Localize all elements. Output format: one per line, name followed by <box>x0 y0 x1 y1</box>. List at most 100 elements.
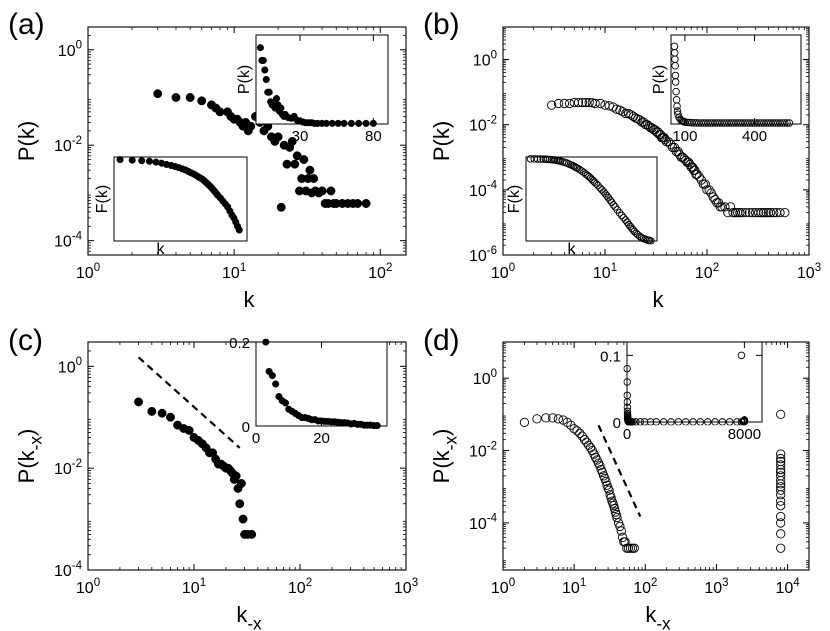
panel-d-point <box>776 485 786 495</box>
inset-b-inset-bottom-point <box>541 155 550 163</box>
panel-b-point <box>720 202 730 212</box>
inset-d-inset-y-tick-label: 0.1 <box>600 348 621 365</box>
panel-d-y-tick-label: 10-4 <box>469 513 498 533</box>
panel-a-point <box>353 199 363 208</box>
inset-a-inset-top-point <box>362 119 370 127</box>
panel-c-point <box>238 514 248 524</box>
inset-d-inset-point <box>696 418 705 426</box>
panel-c-point <box>166 412 175 422</box>
panel-d-series <box>519 409 786 553</box>
panel-b-y-tick-label: 10-6 <box>469 245 497 265</box>
inset-b-inset-bottom-point <box>576 165 584 174</box>
inset-d-inset-point <box>636 418 644 426</box>
inset-b-inset-top-ylabel: P(k) <box>651 65 668 94</box>
panel-c-fit-line <box>137 356 241 449</box>
panel-d-point <box>590 452 601 462</box>
panel-d-point <box>593 458 604 468</box>
panel-c-x-tick-label: 102 <box>288 577 312 597</box>
panel-b-point <box>590 98 600 109</box>
panel-b-point <box>728 207 738 218</box>
inset-c-inset-point <box>272 380 280 388</box>
panel-d-fit-line <box>597 424 642 518</box>
panel-b-x-tick-label: 100 <box>491 262 515 282</box>
panel-b-point <box>581 97 591 108</box>
panel-a-y-tick-label: 10-4 <box>54 230 83 250</box>
inset-c-inset-point <box>373 422 381 430</box>
panel-b-point <box>704 185 714 195</box>
panel-b-ylabel: P(k) <box>429 121 454 161</box>
panel-b-point <box>660 134 670 145</box>
inset-b-inset-bottom-axes <box>525 156 658 242</box>
inset-d-inset-x-tick-label: 0 <box>623 426 631 443</box>
panel-d-point <box>776 453 786 464</box>
panel-c-y-tick-label: 10-4 <box>54 560 83 580</box>
panel-d-point <box>541 413 551 423</box>
inset-b-inset-top-point <box>673 102 681 110</box>
panel-b-point <box>577 97 588 108</box>
panel-d-point <box>548 413 558 423</box>
panel-c-point <box>236 479 246 488</box>
panel-c-point <box>247 529 257 539</box>
panel-d-label: (d) <box>423 324 460 357</box>
inset-b-inset-top-frame <box>670 34 802 125</box>
panel-b-point <box>723 207 733 218</box>
inset-b-inset-bottom-frame <box>525 156 658 242</box>
panel-d-point <box>776 529 786 539</box>
panel-c-y-tick-label: 100 <box>58 356 82 376</box>
panel-d-point <box>572 426 582 436</box>
inset-a-inset-top-point <box>347 119 355 127</box>
panel-d-point <box>553 414 564 424</box>
panel-b-point <box>553 98 564 109</box>
inset-b-inset-top-point <box>674 110 682 119</box>
inset-a-inset-top-point <box>369 119 377 127</box>
panel-c-label: (c) <box>8 324 43 357</box>
inset-c-inset-point <box>268 372 276 380</box>
inset-a-inset-top-point <box>272 95 281 103</box>
panel-d-point <box>776 460 786 470</box>
inset-c-inset-series <box>262 338 381 430</box>
panel-c-point <box>134 397 144 407</box>
inset-a-inset-top-series <box>256 44 377 127</box>
panel-d-point <box>604 485 614 495</box>
panel-d-point <box>776 511 786 522</box>
panel-a-point <box>287 136 297 146</box>
panel-d-point <box>612 512 622 523</box>
panel-b-point <box>618 107 628 117</box>
panel-c-x-tick-label: 100 <box>76 577 100 597</box>
panel-a-point <box>305 165 315 175</box>
inset-c-inset-point <box>281 399 290 407</box>
inset-a-inset-bottom-ylabel: F(k) <box>94 185 111 213</box>
panel-d-point <box>575 428 585 438</box>
panel-b-point <box>595 98 605 109</box>
inset-d-inset-point <box>725 418 734 426</box>
panel-a-xlabel: k <box>244 287 256 312</box>
panel-d-point <box>776 449 786 459</box>
inset-b-inset-bottom-point <box>647 237 655 245</box>
panel-c-point <box>157 408 167 418</box>
inset-d-inset-x-tick-label: 8000 <box>728 426 761 443</box>
inset-a-inset-bottom-point <box>128 156 136 164</box>
panel-b-point <box>623 108 634 119</box>
inset-a-inset-top-point <box>261 66 269 74</box>
inset-d-inset-point <box>681 418 690 426</box>
panel-b-point <box>584 97 594 108</box>
panel-a-x-tick-label: 100 <box>76 262 100 282</box>
panel-a-point <box>317 186 327 196</box>
inset-b-inset-bottom-series <box>526 155 655 245</box>
panel-b-point <box>775 207 785 218</box>
inset-a-inset-top-ylabel: P(k) <box>236 65 253 94</box>
inset-b-inset-top-point <box>781 119 789 127</box>
panel-d-point <box>519 417 530 428</box>
inset-b-inset-top-x-tick-label: 400 <box>742 128 767 145</box>
inset-b-inset-bottom-xlabel: k <box>568 241 577 258</box>
panel-b-x-tick-label: 102 <box>695 262 719 282</box>
panel-d-point <box>776 501 786 511</box>
panel-d-point <box>606 492 616 503</box>
inset-d-inset-point <box>740 417 749 426</box>
inset-b-inset-bottom-point <box>536 155 545 163</box>
inset-b-inset-bottom-point <box>533 155 542 163</box>
inset-c-inset-y-tick-label: 0 <box>242 419 250 436</box>
inset-a-inset-bottom-point <box>116 156 124 164</box>
panel-b-point <box>725 202 736 212</box>
panel-a-point <box>282 159 292 169</box>
